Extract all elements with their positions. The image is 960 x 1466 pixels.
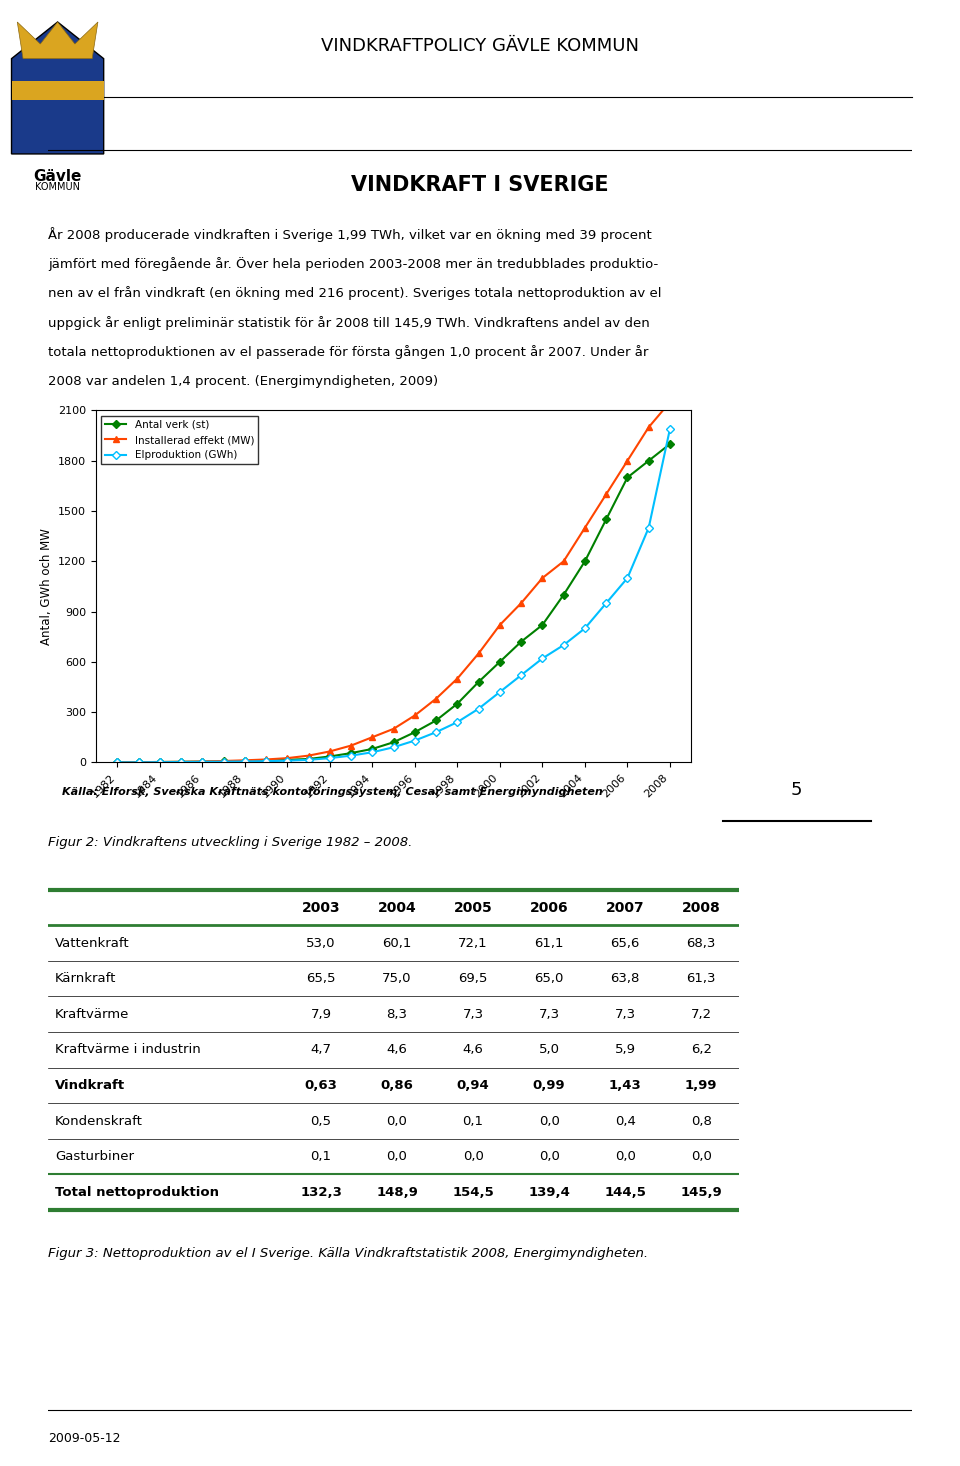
- Polygon shape: [12, 81, 104, 100]
- Text: 68,3: 68,3: [686, 937, 716, 950]
- Text: 2003: 2003: [301, 900, 341, 915]
- Text: 60,1: 60,1: [382, 937, 412, 950]
- Text: 2008 var andelen 1,4 procent. (Energimyndigheten, 2009): 2008 var andelen 1,4 procent. (Energimyn…: [48, 375, 438, 387]
- Text: 0,5: 0,5: [310, 1114, 331, 1127]
- Text: jämfört med föregående år. Över hela perioden 2003-2008 mer än tredubblades prod: jämfört med föregående år. Över hela per…: [48, 257, 659, 271]
- Text: 5,9: 5,9: [614, 1044, 636, 1057]
- Text: 132,3: 132,3: [300, 1186, 342, 1199]
- Text: Vindkraft: Vindkraft: [55, 1079, 125, 1092]
- Text: 65,0: 65,0: [535, 972, 564, 985]
- Text: År 2008 producerade vindkraften i Sverige 1,99 TWh, vilket var en ökning med 39 : År 2008 producerade vindkraften i Sverig…: [48, 227, 652, 242]
- Text: Kärnkraft: Kärnkraft: [55, 972, 116, 985]
- Legend: Antal verk (st), Installerad effekt (MW), Elproduktion (GWh): Antal verk (st), Installerad effekt (MW)…: [101, 416, 258, 465]
- Text: 4,6: 4,6: [463, 1044, 484, 1057]
- Text: 2007: 2007: [606, 900, 644, 915]
- Text: 0,0: 0,0: [539, 1151, 560, 1163]
- Text: 4,7: 4,7: [310, 1044, 331, 1057]
- Text: 0,63: 0,63: [304, 1079, 338, 1092]
- Text: 0,86: 0,86: [380, 1079, 414, 1092]
- Text: 61,3: 61,3: [686, 972, 716, 985]
- Text: 7,2: 7,2: [690, 1007, 711, 1020]
- Text: 7,3: 7,3: [463, 1007, 484, 1020]
- Text: 0,1: 0,1: [310, 1151, 331, 1163]
- Text: Figur 3: Nettoproduktion av el I Sverige. Källa Vindkraftstatistik 2008, Energim: Figur 3: Nettoproduktion av el I Sverige…: [48, 1248, 648, 1259]
- Text: 0,94: 0,94: [457, 1079, 490, 1092]
- Text: Figur 2: Vindkraftens utveckling i Sverige 1982 – 2008.: Figur 2: Vindkraftens utveckling i Sveri…: [48, 837, 413, 849]
- Text: 145,9: 145,9: [681, 1186, 722, 1199]
- Text: 0,0: 0,0: [387, 1114, 407, 1127]
- Text: 0,99: 0,99: [533, 1079, 565, 1092]
- Text: 6,2: 6,2: [690, 1044, 711, 1057]
- Text: 148,9: 148,9: [376, 1186, 418, 1199]
- Text: 2009-05-12: 2009-05-12: [48, 1432, 121, 1444]
- Text: Total nettoproduktion: Total nettoproduktion: [55, 1186, 219, 1199]
- Text: Gävle: Gävle: [34, 169, 82, 183]
- Text: 65,5: 65,5: [306, 972, 336, 985]
- Text: 53,0: 53,0: [306, 937, 336, 950]
- Polygon shape: [12, 22, 104, 154]
- Text: 69,5: 69,5: [459, 972, 488, 985]
- Text: Vattenkraft: Vattenkraft: [55, 937, 130, 950]
- Polygon shape: [17, 22, 98, 59]
- Text: Kraftvärme: Kraftvärme: [55, 1007, 130, 1020]
- Text: Kondenskraft: Kondenskraft: [55, 1114, 143, 1127]
- Text: 7,9: 7,9: [310, 1007, 331, 1020]
- Text: 7,3: 7,3: [614, 1007, 636, 1020]
- Text: 0,0: 0,0: [463, 1151, 484, 1163]
- Text: KOMMUN: KOMMUN: [36, 182, 80, 192]
- Text: 1,99: 1,99: [684, 1079, 717, 1092]
- Text: 72,1: 72,1: [458, 937, 488, 950]
- Text: 2008: 2008: [682, 900, 721, 915]
- Text: 75,0: 75,0: [382, 972, 412, 985]
- Text: totala nettoproduktionen av el passerade för första gången 1,0 procent år 2007. : totala nettoproduktionen av el passerade…: [48, 345, 648, 359]
- Text: 0,0: 0,0: [691, 1151, 711, 1163]
- Text: 2006: 2006: [530, 900, 568, 915]
- Text: 0,0: 0,0: [539, 1114, 560, 1127]
- Text: Kraftvärme i industrin: Kraftvärme i industrin: [55, 1044, 201, 1057]
- Text: 4,6: 4,6: [387, 1044, 407, 1057]
- Text: 0,1: 0,1: [463, 1114, 484, 1127]
- Text: 1,43: 1,43: [609, 1079, 641, 1092]
- Text: 2004: 2004: [377, 900, 417, 915]
- Text: VINDKRAFT I SVERIGE: VINDKRAFT I SVERIGE: [351, 174, 609, 195]
- Text: 139,4: 139,4: [528, 1186, 570, 1199]
- Text: Källa: Elforsk, Svenska Kraftnäts kontoföringssystem, Cesar samt Energimyndighet: Källa: Elforsk, Svenska Kraftnäts kontof…: [61, 787, 603, 796]
- Text: 144,5: 144,5: [604, 1186, 646, 1199]
- Text: 5,0: 5,0: [539, 1044, 560, 1057]
- Text: 2005: 2005: [454, 900, 492, 915]
- Text: 154,5: 154,5: [452, 1186, 494, 1199]
- Text: 5: 5: [791, 780, 803, 799]
- Text: 0,0: 0,0: [387, 1151, 407, 1163]
- Text: uppgick år enligt preliminär statistik för år 2008 till 145,9 TWh. Vindkraftens : uppgick år enligt preliminär statistik f…: [48, 315, 650, 330]
- Text: VINDKRAFTPOLICY GÄVLE KOMMUN: VINDKRAFTPOLICY GÄVLE KOMMUN: [321, 37, 639, 56]
- Text: Gasturbiner: Gasturbiner: [55, 1151, 133, 1163]
- Text: 0,0: 0,0: [614, 1151, 636, 1163]
- Text: 0,8: 0,8: [691, 1114, 711, 1127]
- Text: 61,1: 61,1: [535, 937, 564, 950]
- Text: 65,6: 65,6: [611, 937, 639, 950]
- Text: nen av el från vindkraft (en ökning med 216 procent). Sveriges totala nettoprodu: nen av el från vindkraft (en ökning med …: [48, 286, 661, 301]
- Text: 63,8: 63,8: [611, 972, 639, 985]
- Text: 7,3: 7,3: [539, 1007, 560, 1020]
- Text: 8,3: 8,3: [387, 1007, 408, 1020]
- Text: 0,4: 0,4: [614, 1114, 636, 1127]
- Y-axis label: Antal, GWh och MW: Antal, GWh och MW: [39, 528, 53, 645]
